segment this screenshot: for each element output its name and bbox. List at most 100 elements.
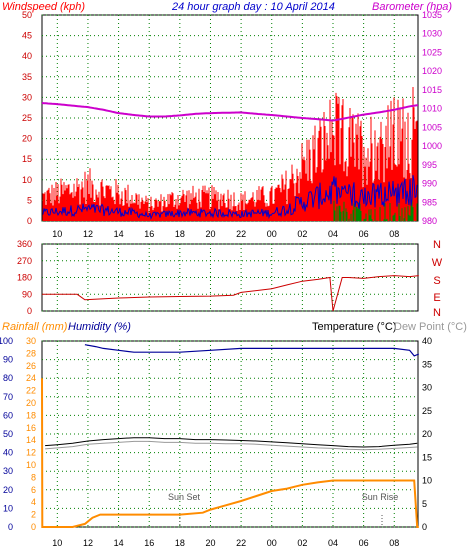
rainfall-tick-label: 16 <box>26 423 36 433</box>
rain-panel-x-tick-label: 16 <box>144 538 154 548</box>
rain-panel-x-tick-label: 06 <box>359 538 369 548</box>
rainfall-tick-label: 4 <box>31 497 36 507</box>
rainfall-tick-label: 22 <box>26 386 36 396</box>
compass-label: S <box>433 275 440 287</box>
temperature-tick-label: 0 <box>422 522 427 532</box>
rain-panel-x-tick-label: 20 <box>205 538 215 548</box>
humidity-tick-label: 10 <box>3 503 13 513</box>
wind-panel-x-tick-label: 04 <box>328 229 338 239</box>
humidity-tick-label: 100 <box>0 336 13 346</box>
windspeed-axis-title: Windspeed (kph) <box>2 1 85 13</box>
temperature-tick-label: 40 <box>422 336 432 346</box>
direction-tick-label: 0 <box>27 306 32 316</box>
rain-panel-x-tick-label: 12 <box>83 538 93 548</box>
barometer-axis-title: Barometer (hpa) <box>372 1 452 13</box>
rainfall-tick-label: 20 <box>26 398 36 408</box>
chart-title: 24 hour graph day : 10 April 2014 <box>171 1 335 13</box>
windspeed-tick-label: 20 <box>22 134 32 144</box>
wind-panel-x-tick-label: 14 <box>114 229 124 239</box>
barometer-tick-label: 1015 <box>422 85 442 95</box>
compass-label: W <box>432 257 443 269</box>
windspeed-secondary-line <box>333 197 418 221</box>
dewpoint-line <box>45 440 418 451</box>
temperature-tick-label: 5 <box>422 499 427 509</box>
wind-panel-x-tick-label: 10 <box>52 229 62 239</box>
direction-tick-label: 90 <box>22 289 32 299</box>
temperature-tick-label: 35 <box>422 359 432 369</box>
windspeed-tick-label: 15 <box>22 154 32 164</box>
temperature-tick-label: 15 <box>422 452 432 462</box>
rain-panel-x-tick-label: 10 <box>52 538 62 548</box>
barometer-tick-label: 1020 <box>422 66 442 76</box>
humidity-tick-label: 90 <box>3 355 13 365</box>
rain-panel-x-tick-label: 00 <box>267 538 277 548</box>
humidity-tick-label: 30 <box>3 466 13 476</box>
barometer-line <box>41 102 419 122</box>
barometer-tick-label: 980 <box>422 216 437 226</box>
direction-tick-label: 360 <box>17 239 32 249</box>
wind-panel-x-tick-label: 18 <box>175 229 185 239</box>
temperature-line <box>45 437 418 448</box>
rainfall-tick-label: 18 <box>26 410 36 420</box>
rainfall-tick-label: 0 <box>31 522 36 532</box>
wind-panel-x-tick-label: 06 <box>359 229 369 239</box>
wind-panel-x-tick-label: 12 <box>83 229 93 239</box>
wind-panel-x-tick-label: 00 <box>267 229 277 239</box>
humidity-axis-title: Humidity (%) <box>68 321 131 333</box>
windspeed-tick-label: 0 <box>27 216 32 226</box>
windspeed-tick-label: 10 <box>22 175 32 185</box>
windspeed-average-line <box>42 175 418 220</box>
barometer-tick-label: 990 <box>422 179 437 189</box>
temperature-tick-label: 20 <box>422 429 432 439</box>
rainfall-tick-label: 14 <box>26 435 36 445</box>
rainfall-tick-label: 6 <box>31 485 36 495</box>
wind-panel-x-tick-label: 20 <box>205 229 215 239</box>
humidity-line <box>84 344 420 357</box>
rain-panel-x-tick-label: 14 <box>114 538 124 548</box>
barometer-tick-label: 1035 <box>422 10 442 20</box>
barometer-tick-label: 1025 <box>422 47 442 57</box>
rainfall-axis-title: Rainfall (mm) <box>2 321 68 333</box>
barometer-tick-label: 1030 <box>422 29 442 39</box>
rainfall-line <box>41 378 419 528</box>
direction-tick-label: 270 <box>17 256 32 266</box>
wind-panel-x-tick-label: 16 <box>144 229 154 239</box>
rainfall-tick-label: 2 <box>31 510 36 520</box>
barometer-tick-label: 1010 <box>422 104 442 114</box>
compass-label: N <box>433 239 441 251</box>
temperature-axis-title: Temperature (°C) <box>312 321 396 333</box>
windspeed-tick-label: 25 <box>22 113 32 123</box>
rain-panel-x-tick-label: 18 <box>175 538 185 548</box>
barometer-tick-label: 995 <box>422 160 437 170</box>
rainfall-tick-label: 26 <box>26 361 36 371</box>
wind-panel-x-tick-label: 22 <box>236 229 246 239</box>
temperature-tick-label: 10 <box>422 476 432 486</box>
humidity-tick-label: 50 <box>3 429 13 439</box>
rainfall-tick-label: 10 <box>26 460 36 470</box>
rainfall-tick-label: 24 <box>26 373 36 383</box>
wind-panel-x-tick-label: 08 <box>389 229 399 239</box>
barometer-tick-label: 985 <box>422 197 437 207</box>
rain-panel-x-tick-label: 08 <box>389 538 399 548</box>
humidity-tick-label: 70 <box>3 392 13 402</box>
wind-panel-x-tick-label: 02 <box>297 229 307 239</box>
rain-panel-x-tick-label: 04 <box>328 538 338 548</box>
barometer-tick-label: 1000 <box>422 141 442 151</box>
sunrise-label: Sun Rise <box>362 492 399 502</box>
windspeed-tick-label: 45 <box>22 31 32 41</box>
rain-panel-x-tick-label: 02 <box>297 538 307 548</box>
humidity-tick-label: 80 <box>3 373 13 383</box>
windspeed-tick-label: 35 <box>22 72 32 82</box>
temperature-tick-label: 25 <box>422 406 432 416</box>
temperature-tick-label: 30 <box>422 383 432 393</box>
dewpoint-axis-title: Dew Point (°C) <box>394 321 467 333</box>
rainfall-tick-label: 12 <box>26 448 36 458</box>
barometer-tick-label: 1005 <box>422 122 442 132</box>
sunset-label: Sun Set <box>168 492 201 502</box>
windspeed-tick-label: 40 <box>22 51 32 61</box>
humidity-tick-label: 20 <box>3 485 13 495</box>
rainfall-tick-label: 28 <box>26 348 36 358</box>
windspeed-tick-label: 50 <box>22 10 32 20</box>
